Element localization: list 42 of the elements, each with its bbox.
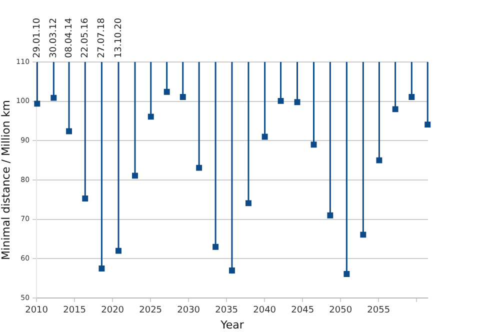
annotation: 29.01.10 (32, 18, 43, 58)
point (229, 267, 235, 274)
annotation: 30.03.12 (49, 18, 60, 58)
point (392, 106, 398, 112)
x-tick-label: 2035 (215, 306, 238, 316)
point (66, 128, 72, 134)
point (82, 196, 88, 202)
x-tick-label: 2025 (139, 306, 162, 316)
point (424, 122, 431, 128)
point (360, 232, 366, 238)
point (262, 134, 268, 140)
x-tick-label: 2020 (101, 306, 124, 316)
point (294, 99, 300, 106)
point (376, 157, 382, 164)
x-tick-label: 2050 (329, 306, 352, 316)
x-axis-title: Year (220, 318, 244, 332)
point (180, 94, 186, 100)
point (310, 142, 317, 148)
x-tick-label: 2030 (177, 306, 200, 316)
annotation: 08.04.14 (64, 18, 74, 58)
x-tick-label: 2045 (291, 306, 314, 316)
point (148, 114, 154, 120)
x-tick-label: 2055 (367, 306, 390, 316)
point (98, 266, 105, 272)
point (344, 271, 350, 277)
point (212, 244, 219, 250)
point (196, 164, 202, 171)
point (50, 94, 57, 101)
point (245, 200, 252, 206)
x-tick-label: 2010 (25, 306, 48, 316)
point (132, 172, 138, 179)
point (116, 248, 122, 254)
point (408, 94, 415, 100)
x-tick-label: 2040 (253, 306, 276, 316)
point (327, 212, 334, 218)
annotation: 22.05.16 (80, 18, 90, 58)
point (164, 88, 170, 95)
point (278, 98, 284, 104)
y-axis-title: Minimal distance / Million km (0, 100, 12, 260)
annotation: 13.10.20 (114, 18, 124, 58)
x-tick-label: 2015 (63, 306, 86, 316)
annotation: 27.07.18 (97, 18, 108, 58)
